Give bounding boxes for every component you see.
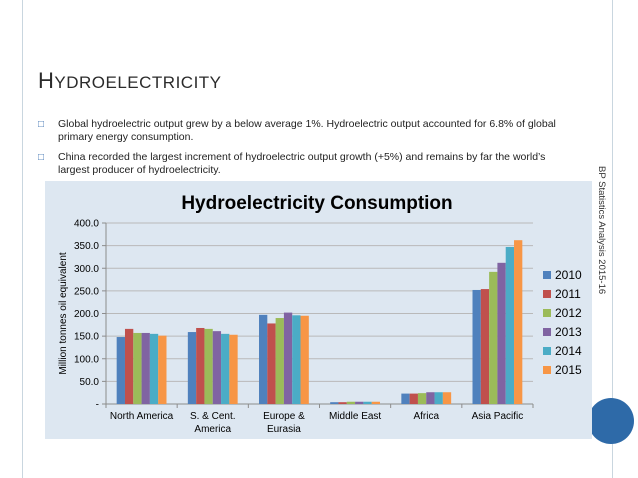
chart-title: Hydroelectricity Consumption bbox=[181, 193, 452, 214]
legend-swatch bbox=[543, 328, 551, 336]
x-tick-label: Europe & bbox=[263, 411, 305, 422]
bar-2011 bbox=[124, 328, 134, 404]
y-tick-label: 50.0 bbox=[80, 377, 100, 388]
bar-2015 bbox=[300, 315, 309, 404]
right-border-line bbox=[612, 0, 613, 478]
y-axis-label: Million tonnes oil equivalent bbox=[58, 252, 69, 375]
slide-title: HYDROELECTRICITY bbox=[38, 68, 222, 94]
y-tick-label: 250.0 bbox=[74, 286, 99, 297]
bar-2012 bbox=[204, 328, 213, 404]
bar-2015 bbox=[442, 392, 452, 404]
slide-title-initial: H bbox=[38, 68, 55, 93]
bar-2010 bbox=[259, 314, 268, 404]
y-tick-label: 400.0 bbox=[74, 219, 99, 230]
bar-2010 bbox=[330, 402, 339, 404]
legend-label: 2011 bbox=[555, 287, 581, 301]
bar-2015 bbox=[514, 240, 523, 404]
bar-2014 bbox=[149, 333, 159, 404]
bar-2010 bbox=[116, 337, 125, 404]
bullet-text: China recorded the largest increment of … bbox=[58, 151, 546, 176]
bar-2011 bbox=[196, 327, 205, 404]
y-tick-label: 150.0 bbox=[74, 332, 99, 343]
x-tick-label: Africa bbox=[413, 411, 439, 422]
legend-swatch bbox=[543, 309, 551, 317]
bar-2011 bbox=[480, 289, 490, 404]
x-tick-label: Middle East bbox=[329, 411, 381, 422]
bar-2014 bbox=[505, 246, 515, 404]
legend-label: 2013 bbox=[555, 325, 582, 339]
hollow-square-bullet-icon: □ bbox=[38, 152, 45, 163]
bar-chart: Hydroelectricity Consumption - 50.0 100.0 15… bbox=[58, 193, 582, 435]
bar-2011 bbox=[409, 393, 418, 404]
legend-swatch bbox=[543, 347, 551, 355]
legend-label: 2010 bbox=[555, 268, 582, 282]
y-tick-label: 350.0 bbox=[74, 241, 99, 252]
x-tick-label: America bbox=[194, 424, 231, 435]
side-caption: BP Statistics Analysis 2015-16 bbox=[596, 166, 607, 295]
x-tick-label: Eurasia bbox=[267, 424, 301, 435]
x-tick-label: North America bbox=[110, 411, 174, 422]
y-tick-label: - bbox=[96, 400, 99, 411]
bar-2012 bbox=[275, 318, 284, 404]
bar-2011 bbox=[338, 402, 347, 404]
bar-2012 bbox=[417, 393, 427, 404]
bullet-item: □ Global hydroelectric output grew by a … bbox=[38, 118, 558, 144]
bar-2012 bbox=[489, 271, 498, 404]
bullet-list: □ Global hydroelectric output grew by a … bbox=[38, 118, 558, 184]
legend-label: 2014 bbox=[555, 344, 582, 358]
slide-decoration-circle bbox=[588, 398, 634, 444]
bar-2015 bbox=[229, 334, 238, 404]
legend-swatch bbox=[543, 290, 551, 298]
legend-label: 2015 bbox=[555, 363, 582, 377]
legend-swatch bbox=[543, 366, 551, 374]
legend-label: 2012 bbox=[555, 306, 582, 320]
bar-2014 bbox=[434, 392, 443, 404]
bar-2010 bbox=[472, 289, 481, 404]
x-tick-label: S. & Cent. bbox=[190, 411, 236, 422]
bar-2013 bbox=[212, 331, 222, 404]
bar-2011 bbox=[267, 323, 276, 404]
bar-2014 bbox=[292, 315, 301, 404]
slide-title-rest: YDROELECTRICITY bbox=[54, 73, 222, 92]
bar-2014 bbox=[221, 333, 230, 404]
bar-2014 bbox=[363, 401, 372, 404]
chart-panel: Hydroelectricity Consumption - 50.0 100.0 15… bbox=[45, 181, 592, 439]
bar-2010 bbox=[401, 393, 410, 404]
bar-2013 bbox=[497, 262, 506, 404]
x-tick-label: Asia Pacific bbox=[472, 411, 524, 422]
bar-2013 bbox=[355, 401, 364, 404]
bar-2012 bbox=[133, 332, 142, 404]
legend-swatch bbox=[543, 271, 551, 279]
bar-2015 bbox=[371, 401, 380, 404]
hollow-square-bullet-icon: □ bbox=[38, 119, 45, 130]
bar-2015 bbox=[158, 335, 167, 404]
y-tick-label: 200.0 bbox=[74, 309, 99, 320]
y-tick-label: 100.0 bbox=[74, 354, 99, 365]
bar-2013 bbox=[283, 312, 293, 404]
bullet-item: □ China recorded the largest increment o… bbox=[38, 151, 558, 177]
bar-2010 bbox=[187, 332, 197, 404]
bar-2012 bbox=[346, 401, 356, 404]
y-tick-label: 300.0 bbox=[74, 264, 99, 275]
bar-2013 bbox=[141, 332, 150, 404]
bar-2013 bbox=[426, 392, 435, 404]
left-border-line bbox=[22, 0, 23, 478]
bullet-text: Global hydroelectric output grew by a be… bbox=[58, 118, 556, 143]
